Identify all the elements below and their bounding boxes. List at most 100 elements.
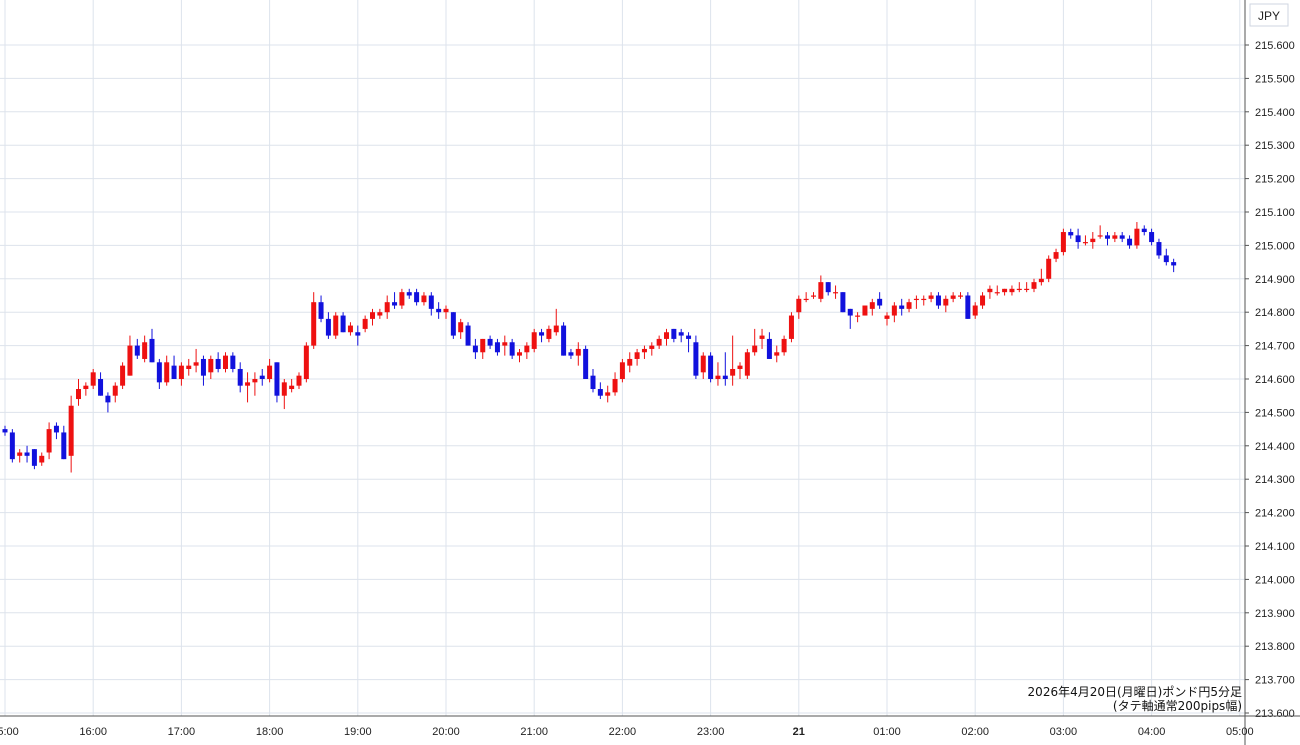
time-tick-label: 22:00 xyxy=(609,726,637,738)
candle-body xyxy=(913,298,919,301)
candle xyxy=(494,338,500,356)
candle xyxy=(17,449,23,463)
candle xyxy=(472,338,478,359)
candle-body xyxy=(634,352,640,359)
candle xyxy=(546,325,552,343)
time-tick-label: 04:00 xyxy=(1138,726,1166,738)
candle xyxy=(53,422,59,440)
candle xyxy=(641,345,647,359)
price-tick-label: 214.200 xyxy=(1255,508,1295,520)
candle-body xyxy=(833,292,839,294)
candle-body xyxy=(671,328,677,339)
candle-body xyxy=(759,335,765,339)
candle xyxy=(281,379,287,410)
price-tick-label: 214.100 xyxy=(1255,541,1295,553)
price-tick-label: 215.500 xyxy=(1255,73,1295,85)
candle xyxy=(553,308,559,336)
candle xyxy=(597,382,603,400)
candle xyxy=(737,362,743,379)
candle-body xyxy=(730,368,736,376)
candle-body xyxy=(252,379,258,383)
time-tick-label: 01:00 xyxy=(873,726,901,738)
candle-body xyxy=(899,305,905,309)
candle-body xyxy=(237,368,243,386)
candle xyxy=(561,322,567,356)
candle-body xyxy=(200,358,206,376)
candle xyxy=(90,368,96,390)
candle xyxy=(355,325,361,346)
time-tick-label: 03:00 xyxy=(1050,726,1078,738)
candle-body xyxy=(494,342,500,353)
time-tick-label: 23:00 xyxy=(697,726,725,738)
candle-body xyxy=(509,342,515,356)
candle-body xyxy=(1141,228,1147,233)
candle xyxy=(869,298,875,316)
price-tick-label: 214.000 xyxy=(1255,574,1295,586)
candle-body xyxy=(186,365,192,369)
candle-body xyxy=(311,302,317,346)
candle xyxy=(928,292,934,303)
candle-body xyxy=(193,362,199,366)
candle-body xyxy=(458,322,464,333)
candle-body xyxy=(1090,238,1096,243)
candle-body xyxy=(215,358,221,369)
candle xyxy=(517,348,522,363)
candle-body xyxy=(46,429,52,453)
candle xyxy=(722,352,728,386)
candle xyxy=(347,322,353,336)
candle xyxy=(1141,225,1147,236)
candle xyxy=(656,335,662,349)
candle-body xyxy=(1119,235,1125,239)
candle xyxy=(1002,288,1008,296)
candle-body xyxy=(1009,288,1015,293)
time-tick-label: 17:00 xyxy=(168,726,196,738)
candle xyxy=(590,368,596,393)
candle xyxy=(958,292,963,299)
candle-body xyxy=(105,395,111,403)
candle xyxy=(377,308,383,319)
candle-body xyxy=(811,295,816,297)
candle xyxy=(450,312,456,339)
price-tick-label: 214.600 xyxy=(1255,374,1295,386)
candle-body xyxy=(112,385,118,396)
candle-body xyxy=(1068,232,1074,236)
candle xyxy=(61,425,67,460)
candle-body xyxy=(972,305,978,316)
candle-body xyxy=(443,308,449,313)
candle-body xyxy=(355,332,361,336)
candle xyxy=(884,312,890,326)
candle-body xyxy=(98,379,104,396)
candle xyxy=(796,295,802,319)
candle-body xyxy=(678,332,684,336)
candle xyxy=(274,362,280,403)
candle xyxy=(921,295,927,306)
candle-body xyxy=(472,345,478,353)
candle-body xyxy=(1046,258,1052,279)
candle xyxy=(987,285,993,299)
candle xyxy=(178,362,184,386)
candle-body xyxy=(686,335,692,339)
candle-body xyxy=(61,432,67,460)
candle xyxy=(311,292,317,349)
candle-body xyxy=(83,385,89,390)
candle-body xyxy=(414,292,420,303)
candle xyxy=(1156,238,1162,259)
candle-body xyxy=(208,358,214,373)
candle-body xyxy=(267,365,273,379)
candle xyxy=(847,308,853,329)
candle xyxy=(436,302,442,319)
candle-body xyxy=(943,298,949,306)
candle xyxy=(825,282,831,296)
candle xyxy=(1060,228,1066,256)
candle-body xyxy=(1038,278,1044,283)
candle xyxy=(759,328,765,349)
candle xyxy=(362,315,368,333)
candle xyxy=(340,312,346,333)
candle xyxy=(943,295,949,313)
price-tick-label: 214.800 xyxy=(1255,307,1295,319)
candle-body xyxy=(480,338,486,353)
candle xyxy=(502,335,508,356)
candle-body xyxy=(641,348,647,353)
price-tick-label: 215.400 xyxy=(1255,107,1295,119)
candle xyxy=(715,362,721,386)
